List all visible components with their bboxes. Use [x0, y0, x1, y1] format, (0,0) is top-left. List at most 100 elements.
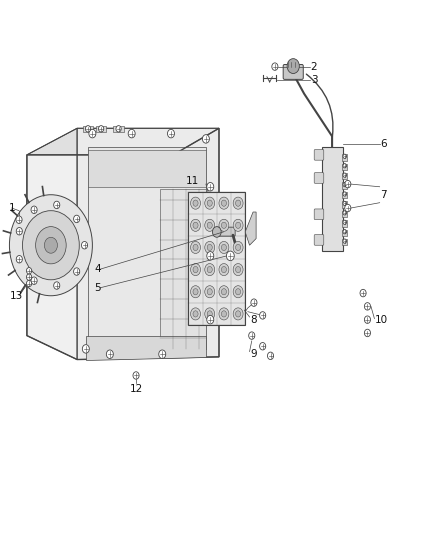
Circle shape: [207, 316, 214, 324]
Circle shape: [106, 350, 113, 359]
Polygon shape: [27, 128, 219, 155]
Circle shape: [219, 219, 229, 231]
Polygon shape: [77, 128, 219, 360]
Circle shape: [364, 329, 371, 337]
Circle shape: [207, 266, 212, 273]
FancyBboxPatch shape: [314, 173, 324, 183]
Circle shape: [191, 219, 201, 231]
Circle shape: [236, 200, 240, 206]
FancyBboxPatch shape: [342, 201, 347, 208]
Circle shape: [221, 289, 226, 295]
Circle shape: [226, 251, 234, 261]
Polygon shape: [245, 212, 256, 245]
Circle shape: [202, 135, 209, 143]
Circle shape: [191, 286, 201, 298]
Circle shape: [343, 220, 346, 224]
Circle shape: [205, 263, 215, 276]
Text: 9: 9: [251, 349, 257, 359]
Circle shape: [26, 268, 32, 274]
Circle shape: [191, 308, 201, 320]
Circle shape: [205, 197, 215, 209]
Circle shape: [207, 200, 212, 206]
Circle shape: [159, 350, 166, 359]
Circle shape: [343, 182, 346, 187]
FancyBboxPatch shape: [342, 164, 347, 170]
Circle shape: [364, 303, 371, 310]
Circle shape: [133, 372, 139, 379]
Circle shape: [260, 312, 266, 319]
Circle shape: [128, 130, 135, 138]
Circle shape: [236, 222, 240, 229]
Circle shape: [343, 239, 346, 243]
Text: 5: 5: [95, 283, 101, 293]
Circle shape: [207, 289, 212, 295]
Circle shape: [54, 201, 60, 208]
Circle shape: [207, 252, 214, 260]
Circle shape: [233, 308, 243, 320]
Circle shape: [193, 222, 198, 229]
Text: 3: 3: [311, 75, 317, 85]
Circle shape: [22, 211, 79, 280]
Circle shape: [31, 277, 37, 285]
Circle shape: [360, 289, 366, 297]
Circle shape: [205, 219, 215, 231]
Text: 1: 1: [9, 203, 15, 213]
Circle shape: [345, 180, 351, 188]
Text: 7: 7: [381, 190, 387, 200]
Circle shape: [16, 216, 22, 223]
Circle shape: [233, 241, 243, 254]
FancyBboxPatch shape: [342, 230, 347, 236]
Circle shape: [251, 299, 257, 306]
Circle shape: [221, 200, 226, 206]
Circle shape: [268, 352, 274, 360]
Circle shape: [193, 200, 198, 206]
FancyBboxPatch shape: [342, 239, 347, 245]
Circle shape: [343, 164, 346, 168]
Text: 2: 2: [311, 62, 317, 71]
FancyBboxPatch shape: [113, 126, 124, 132]
Circle shape: [207, 182, 214, 191]
Circle shape: [54, 282, 60, 289]
Circle shape: [82, 345, 89, 353]
Circle shape: [249, 332, 255, 340]
FancyBboxPatch shape: [314, 235, 324, 245]
Circle shape: [221, 244, 226, 251]
Circle shape: [116, 126, 121, 132]
Circle shape: [207, 222, 212, 229]
Circle shape: [233, 219, 243, 231]
Circle shape: [343, 230, 346, 234]
Circle shape: [31, 206, 37, 214]
FancyBboxPatch shape: [96, 126, 106, 132]
Circle shape: [221, 266, 226, 273]
Circle shape: [221, 311, 226, 317]
Circle shape: [191, 241, 201, 254]
Circle shape: [16, 255, 22, 263]
Circle shape: [236, 289, 240, 295]
Circle shape: [193, 244, 198, 251]
Circle shape: [44, 237, 57, 253]
Circle shape: [10, 195, 92, 296]
Circle shape: [205, 308, 215, 320]
Text: 13: 13: [11, 290, 24, 301]
Circle shape: [191, 197, 201, 209]
Circle shape: [343, 192, 346, 196]
Circle shape: [205, 241, 215, 254]
Circle shape: [364, 316, 371, 324]
Circle shape: [233, 286, 243, 298]
Circle shape: [81, 241, 88, 249]
Circle shape: [233, 197, 243, 209]
Circle shape: [343, 173, 346, 177]
FancyBboxPatch shape: [88, 150, 206, 187]
Circle shape: [207, 311, 212, 317]
Text: 4: 4: [95, 264, 101, 274]
Circle shape: [205, 286, 215, 298]
Circle shape: [287, 59, 299, 74]
FancyBboxPatch shape: [342, 220, 347, 227]
FancyBboxPatch shape: [342, 211, 347, 217]
Circle shape: [167, 130, 174, 138]
Circle shape: [193, 289, 198, 295]
Circle shape: [207, 244, 212, 251]
Circle shape: [85, 126, 91, 132]
FancyBboxPatch shape: [314, 150, 324, 160]
FancyBboxPatch shape: [199, 221, 223, 269]
